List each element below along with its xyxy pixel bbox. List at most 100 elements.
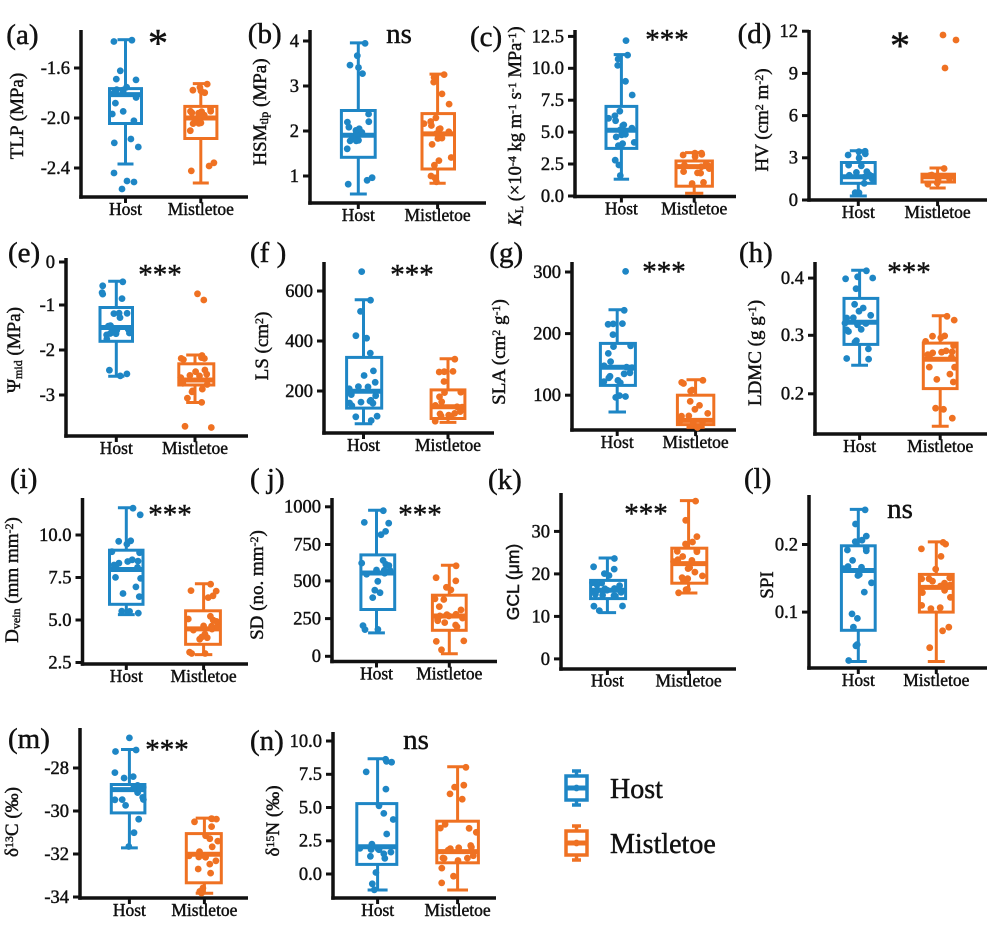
svg-text:30: 30 [532,522,551,542]
svg-text:1: 1 [290,167,299,187]
svg-text:ns: ns [887,493,913,525]
svg-text:Mistletoe: Mistletoe [416,664,482,684]
svg-text:SD (no. mm-2): SD (no. mm-2) [247,530,268,640]
svg-text:***: *** [887,257,931,289]
svg-text:SPI: SPI [757,571,778,598]
svg-text:1000: 1000 [284,498,321,518]
svg-text:10.0: 10.0 [290,732,322,752]
svg-text:Mistletoe: Mistletoe [905,202,971,222]
svg-text:(e): (e) [8,237,40,269]
svg-text:2.5: 2.5 [48,653,71,673]
svg-text:0.2: 0.2 [781,385,804,405]
svg-text:200: 200 [533,325,561,345]
svg-text:0.4: 0.4 [781,269,804,289]
svg-text:7.5: 7.5 [299,765,322,785]
svg-text:Mistletoe: Mistletoe [610,829,716,860]
svg-text:0.2: 0.2 [775,535,798,555]
svg-text:Mistletoe: Mistletoe [663,432,729,452]
svg-text:LDMC (g g-1): LDMC (g g-1) [745,300,766,406]
svg-text:(l): (l) [744,463,771,495]
svg-text:Host: Host [842,202,875,222]
svg-text:-32: -32 [44,845,69,865]
svg-text:LS (cm2): LS (cm2) [252,312,273,381]
svg-text:Host: Host [605,199,638,219]
svg-text:-2: -2 [40,341,55,361]
svg-text:Host: Host [591,671,624,691]
svg-text:0: 0 [312,647,321,667]
svg-text:Ψmid (MPa): Ψmid (MPa) [4,307,25,393]
svg-text:5.0: 5.0 [299,798,322,818]
svg-text:-30: -30 [44,802,69,822]
svg-text:0: 0 [46,253,55,273]
svg-text:Host: Host [100,438,133,458]
svg-text:***: *** [148,499,192,531]
svg-text:0: 0 [541,650,550,670]
svg-text:***: *** [145,734,189,766]
svg-text:250: 250 [293,610,321,630]
svg-text:(a): (a) [6,19,38,51]
svg-text:9: 9 [789,64,798,84]
svg-text:KL (×10-4 kg m-1 s-1 MPa-1): KL (×10-4 kg m-1 s-1 MPa-1) [505,26,526,226]
svg-text:300: 300 [533,263,561,283]
svg-text:Host: Host [842,670,875,690]
svg-text:Host: Host [113,900,146,920]
svg-text:0: 0 [789,191,798,211]
svg-text:***: *** [645,24,689,56]
svg-text:100: 100 [533,386,561,406]
svg-text:20: 20 [532,565,551,585]
svg-text:Mistletoe: Mistletoe [171,900,237,920]
svg-text:***: *** [390,259,434,291]
svg-text:-28: -28 [44,759,69,779]
svg-text:Mistletoe: Mistletoe [171,666,237,686]
svg-text:Mistletoe: Mistletoe [656,671,722,691]
svg-text:Host: Host [360,664,393,684]
svg-text:12: 12 [780,22,799,42]
svg-text:(c): (c) [470,21,502,53]
svg-text:3: 3 [789,149,798,169]
svg-text:5.0: 5.0 [541,123,564,143]
svg-text:Host: Host [361,900,394,920]
svg-text:0.0: 0.0 [299,865,322,885]
svg-text:(m): (m) [8,723,50,755]
svg-text:-1.6: -1.6 [41,59,70,79]
svg-text:Mistletoe: Mistletoe [415,435,481,455]
svg-text:*: * [148,21,168,66]
svg-text:ns: ns [386,18,412,50]
svg-text:(h): (h) [739,237,773,269]
svg-text:Host: Host [843,436,876,456]
svg-text:SLA (cm2 g-1): SLA (cm2 g-1) [489,299,510,405]
svg-text:HV (cm2 m-2): HV (cm2 m-2) [752,68,773,171]
svg-text:Mistletoe: Mistletoe [661,199,727,219]
svg-text:6: 6 [789,107,798,127]
svg-text:400: 400 [285,332,313,352]
svg-text:***: *** [398,499,442,531]
svg-text:Mistletoe: Mistletoe [907,436,973,456]
svg-text:Mistletoe: Mistletoe [405,205,471,225]
svg-text:-3: -3 [40,386,55,406]
svg-text:-2.4: -2.4 [41,159,70,179]
svg-text:***: *** [642,256,686,288]
svg-text:(d): (d) [738,18,772,50]
svg-text:Host: Host [110,666,143,686]
svg-text:Host: Host [347,435,380,455]
svg-text:(b): (b) [248,18,282,50]
svg-text:500: 500 [293,572,321,592]
svg-text:3: 3 [290,77,299,97]
svg-text:10.0: 10.0 [532,59,564,79]
svg-text:(k): (k) [488,464,522,496]
svg-text:750: 750 [293,535,321,555]
svg-text:10: 10 [532,607,551,627]
svg-text:Host: Host [109,199,142,219]
svg-text:-2.0: -2.0 [41,109,70,129]
svg-text:7.5: 7.5 [541,91,564,111]
svg-text:600: 600 [285,282,313,302]
svg-text:(n): (n) [250,725,284,757]
svg-text:4: 4 [290,32,299,52]
svg-text:0.1: 0.1 [775,603,798,623]
svg-text:2.5: 2.5 [541,155,564,175]
svg-text:-34: -34 [44,888,69,908]
svg-text:(g): (g) [489,237,523,269]
svg-text:(i): (i) [10,463,37,495]
svg-text:Mistletoe: Mistletoe [425,900,491,920]
svg-text:***: *** [138,259,182,291]
